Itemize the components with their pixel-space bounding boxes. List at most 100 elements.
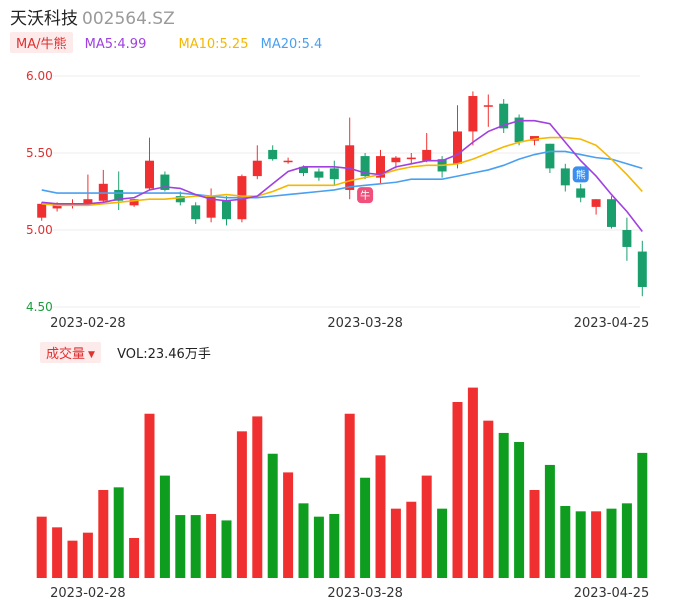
ma5-value: MA5:4.99 [84,37,147,52]
volume-bar [575,511,586,578]
x-date-label: 2023-03-28 [327,586,403,601]
volume-bar [329,514,340,578]
volume-bar [452,402,463,578]
volume-bar [190,515,201,578]
candle-body [391,157,401,163]
stock-code: 002564.SZ [82,9,175,29]
candle-body [299,166,308,174]
stock-title: 天沃科技 002564.SZ [10,4,175,29]
volume-bar [467,387,478,578]
volume-bar [52,527,63,578]
candle-body [499,103,509,129]
volume-bar [344,413,355,578]
volume-bar [406,501,417,578]
candle-body [252,160,262,177]
candle-body [175,196,185,203]
volume-bar [560,506,571,578]
y-tick-label: 5.00 [26,223,53,237]
caret-down-icon: ▼ [88,350,95,360]
volume-bar [483,420,494,578]
x-date-label: 2023-02-28 [50,586,126,601]
x-date-label: 2023-03-28 [327,316,403,331]
candle-body [376,156,385,178]
volume-bar [159,475,170,578]
candle-body [191,205,201,220]
candle-body [468,96,478,132]
volume-bar [221,520,232,578]
volume-bar [206,514,217,578]
marker-label: 牛 [360,189,370,202]
volume-bar [252,416,263,578]
volume-bar [98,490,109,578]
stock-name: 天沃科技 [10,9,78,29]
volume-bar [36,516,47,578]
volume-bar [591,511,602,578]
volume-bar [82,532,93,578]
volume-bar [437,508,448,578]
volume-bar [313,516,324,578]
volume-bar [67,540,78,578]
volume-bar [421,475,432,578]
x-date-label: 2023-02-28 [50,316,126,331]
volume-bar [360,477,371,578]
candle-body [622,230,632,247]
y-tick-label: 4.50 [26,300,53,314]
candle-body [514,117,524,143]
volume-bar [113,487,124,578]
candle-body [222,200,231,220]
ma5-line [41,119,643,233]
candle-body [114,189,124,201]
x-date-label: 2023-04-25 [574,316,650,331]
candle-body [206,196,216,218]
volume-bar [498,432,509,578]
volume-bar [129,538,140,578]
candle-body [545,143,555,169]
candle-body [560,168,570,186]
volume-bar [175,515,186,578]
candle-body [453,131,462,164]
y-tick-label: 5.50 [26,146,53,160]
marker-label: 熊 [576,168,586,181]
volume-bar [267,453,278,578]
candle-body [145,160,154,189]
volume-bar [390,508,401,578]
ma-indicator-selector[interactable]: MA/牛熊 [10,32,73,53]
volume-bar [144,413,155,578]
volume-indicator-selector[interactable]: 成交量 ▼ [40,342,101,363]
candle-body [37,203,47,218]
volume-value: VOL:23.46万手 [117,347,211,362]
candle-body [406,157,416,160]
volume-bar [298,503,309,578]
volume-bar [375,455,386,578]
candle-body [160,174,170,190]
candle-body [283,160,293,163]
candle-body [576,188,586,198]
volume-indicator-label: 成交量 [46,347,86,362]
x-date-label: 2023-04-25 [574,586,650,601]
ma-legend-bar: MA/牛熊 MA5:4.99 MA10:5.25 MA20:5.4 [10,32,322,53]
candle-body [129,199,139,206]
candle-body [268,149,278,160]
volume-legend-bar: 成交量 ▼ VOL:23.46万手 [40,342,211,363]
bear-marker-icon [572,166,589,183]
candle-body [591,199,601,207]
volume-bar [236,431,247,578]
volume-bar [637,452,648,578]
volume-bar [544,464,555,578]
candle-body [637,251,647,287]
volume-bar [621,503,632,578]
candle-body [422,149,432,161]
volume-bar [529,490,540,578]
volume-bar [606,508,617,578]
candle-body [483,105,493,107]
volume-bar [514,442,525,578]
y-tick-label: 6.00 [26,69,53,83]
candle-body [607,199,616,227]
ma10-value: MA10:5.25 [178,37,249,52]
candle-body [83,199,93,204]
volume-bar [283,472,294,578]
candle-body [329,168,339,180]
bull-marker-icon [357,187,374,204]
ma10-line [41,136,643,207]
